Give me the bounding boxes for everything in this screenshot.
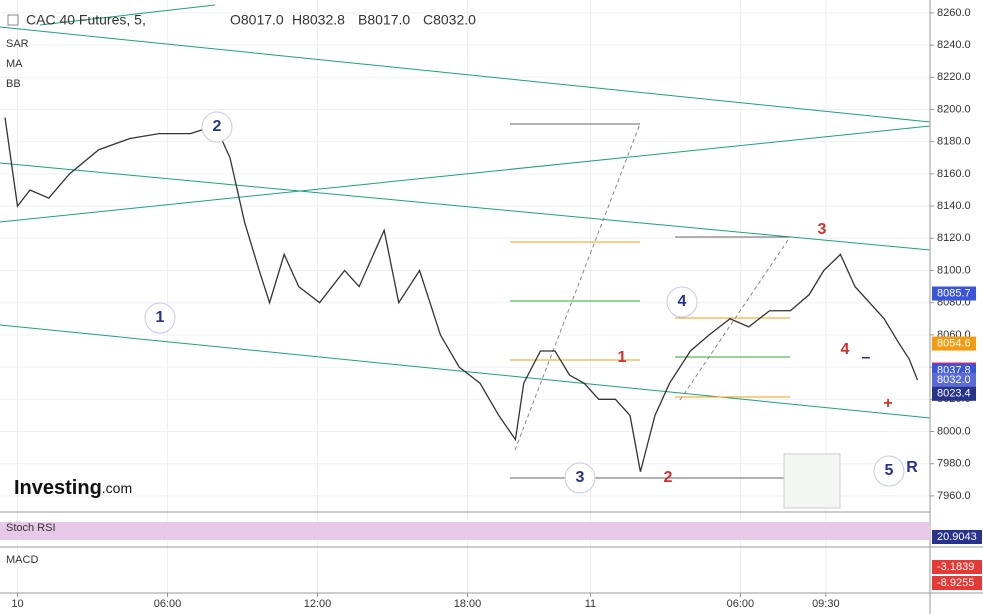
macd-name: MACD: [6, 554, 38, 566]
logo: Investing.com: [14, 477, 132, 499]
stoch-value-box: [932, 530, 982, 544]
indicator-name[interactable]: BB: [6, 78, 21, 90]
y-tick-label: 8100.0: [937, 264, 971, 276]
y-tick-label: 8180.0: [937, 136, 971, 148]
collapse-icon[interactable]: [7, 14, 19, 26]
x-tick-label: 06:00: [727, 598, 755, 610]
wave-label: 4: [841, 341, 850, 358]
ohlc-high: H8032.8: [292, 12, 345, 28]
macd-value-box: [932, 560, 982, 574]
stoch-band: [0, 522, 930, 540]
wave-marker: [201, 111, 233, 143]
macd-value: -3.1839: [937, 561, 974, 573]
y-tick-label: 8120.0: [937, 232, 971, 244]
price-label-box: [932, 372, 976, 387]
wave-label: 3: [576, 469, 585, 486]
logo-suffix: .com: [102, 480, 132, 496]
wave-label: 3: [818, 221, 827, 238]
y-tick-label: 8140.0: [937, 200, 971, 212]
x-tick-label: 12:00: [304, 598, 332, 610]
wave-marker: [564, 462, 596, 494]
chart-title: CAC 40 Futures, 5,: [26, 12, 146, 28]
wave-label: 2: [664, 469, 673, 486]
price-label: 8032.0: [937, 374, 971, 386]
mascot: [783, 453, 841, 509]
wave-label: 1: [618, 349, 627, 366]
y-tick-label: 8220.0: [937, 71, 971, 83]
price-label: 8085.7: [937, 287, 971, 299]
macd-value: -8.9255: [937, 577, 974, 589]
x-tick-label: 06:00: [154, 598, 182, 610]
price-label: 8023.4: [937, 388, 971, 400]
logo-main: Investing: [14, 477, 102, 499]
fib-lines: [510, 123, 791, 479]
ohlc-open: O8017.0: [230, 12, 284, 28]
wave-marker: [666, 286, 698, 318]
stoch-name: Stoch RSI: [6, 522, 56, 534]
y-tick-label: 7960.0: [937, 490, 971, 502]
y-tick-label: 8240.0: [937, 39, 971, 51]
y-tick-label: 8000.0: [937, 425, 971, 437]
price-label-box: [932, 336, 976, 351]
wave-label: 1: [156, 309, 165, 326]
wave-label: –: [862, 349, 871, 366]
wave-label: 4: [678, 293, 687, 310]
wave-label: 2: [213, 118, 222, 135]
ohlc-close: C8032.0: [423, 12, 476, 28]
price-label: 8054.6: [937, 337, 971, 349]
price-label-box: [932, 386, 976, 401]
x-tick-label: 09:30: [812, 598, 840, 610]
macd-value-box: [932, 576, 982, 590]
y-tick-label: 8200.0: [937, 103, 971, 115]
wave-label: 5: [885, 462, 894, 479]
y-tick-label: 8160.0: [937, 168, 971, 180]
wave-label: +: [883, 395, 892, 412]
x-tick-label: 18:00: [454, 598, 482, 610]
wave-label: R: [906, 459, 918, 476]
wave-marker: [144, 302, 176, 334]
price-label-box: [932, 286, 976, 301]
stoch-value: 20.9043: [937, 531, 977, 543]
indicator-name[interactable]: MA: [6, 58, 23, 70]
y-tick-label: 7980.0: [937, 458, 971, 470]
x-tick-label: 11: [585, 598, 596, 610]
x-tick-label: 10: [11, 598, 23, 610]
indicator-name[interactable]: SAR: [6, 38, 29, 50]
ohlc-bid: B8017.0: [358, 12, 410, 28]
y-tick-label: 8260.0: [937, 7, 971, 19]
wave-marker: [873, 455, 905, 487]
